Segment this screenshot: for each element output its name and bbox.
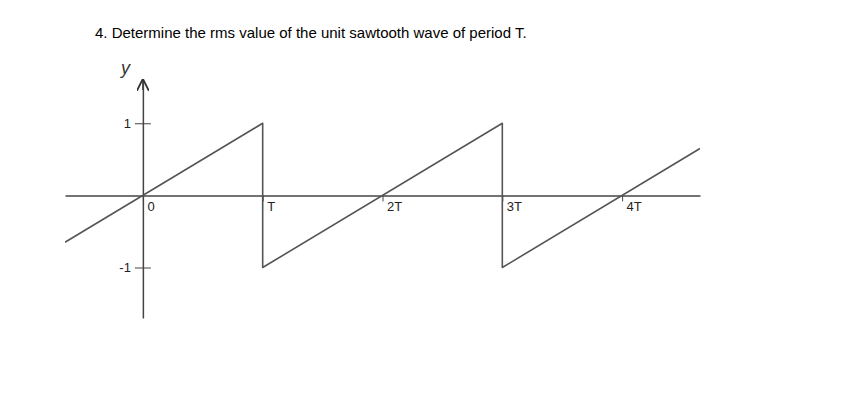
y-axis-line [143,81,145,319]
y-tick-label: -1 [119,260,131,275]
sawtooth-line [65,123,700,267]
y-tick-mark [135,123,151,124]
x-tick-label: 2T [387,199,402,214]
x-tick-mark [622,195,623,201]
x-tick: 2T [383,195,402,213]
y-tick-label: 1 [124,116,131,131]
y-tick-mark [135,268,151,269]
x-tick: 0 [143,195,154,213]
chart: 4. Determine the rms value of the unit s… [0,0,865,407]
y-axis-arrow [142,80,144,90]
x-tick-label: 4T [627,199,642,214]
x-tick: T [263,195,275,213]
y-tick: 1 [124,116,151,131]
x-tick: 4T [623,195,642,213]
y-tick: -1 [119,260,151,275]
x-tick-mark [383,195,384,201]
y-axis-title: y [119,58,131,78]
plot-area [65,123,700,267]
x-axis: 0 T 2T 3T 4T [66,195,701,213]
title: 4. Determine the rms value of the unit s… [95,24,527,41]
x-tick-label: 0 [147,199,154,214]
x-tick: 3T [503,195,522,213]
x-tick-label: T [267,199,275,214]
x-tick-label: 3T [507,199,522,214]
